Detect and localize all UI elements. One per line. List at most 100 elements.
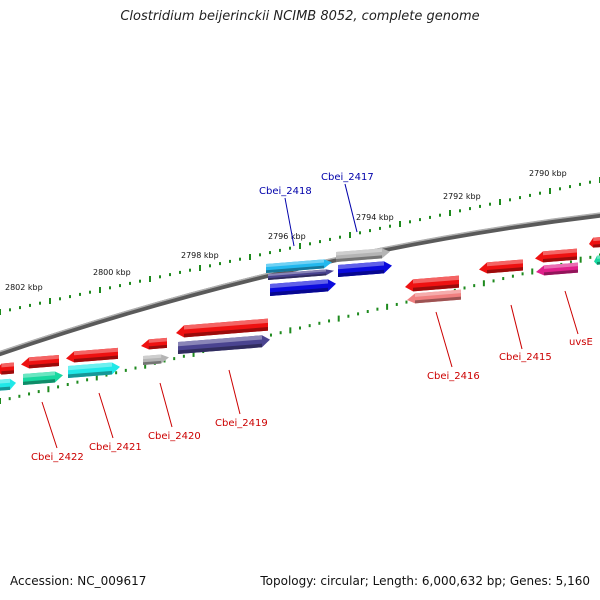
inner-tick — [511, 274, 514, 278]
inner-tick — [269, 333, 272, 337]
inner-tick — [473, 284, 476, 288]
inner-tick — [76, 380, 79, 384]
outer-tick — [339, 235, 341, 239]
outer-tick — [159, 275, 161, 279]
outer-tick — [99, 287, 101, 293]
outer-tick — [349, 232, 351, 238]
outer-tick — [219, 262, 221, 266]
gene-edge-teal — [594, 255, 600, 265]
inner-tick — [521, 272, 524, 276]
leader-line — [564, 290, 579, 335]
outer-tick — [149, 276, 151, 282]
inner-tick — [95, 374, 98, 381]
ruler-label: 2800 kbp — [93, 268, 131, 277]
leader-line — [284, 197, 295, 247]
outer-tick — [319, 240, 321, 244]
inner-tick — [502, 277, 505, 281]
gene-edge-left-red — [0, 362, 15, 375]
outer-tick — [109, 286, 111, 290]
map-title: Clostridium beijerinckii NCIMB 8052, com… — [120, 9, 480, 24]
inner-tick — [105, 373, 108, 377]
gene-cbei-2422-cds — [23, 371, 63, 385]
inner-tick — [18, 394, 21, 398]
inner-tick — [328, 319, 331, 323]
label-texts: Cbei_2418 Cbei_2417 Cbei_2416 Cbei_2415 uvsE… — [31, 172, 593, 463]
inner-tick — [289, 327, 292, 334]
leader-line — [159, 382, 173, 428]
inner-tick — [337, 315, 340, 322]
gene-cbei-2418 — [266, 259, 332, 273]
gene-label: Cbei_2421 — [89, 442, 142, 453]
outer-tick — [309, 242, 311, 246]
inner-tick — [173, 357, 176, 361]
leader-line — [98, 392, 114, 439]
outer-tick — [69, 295, 71, 299]
inner-tick — [8, 397, 11, 401]
leader-line — [344, 183, 358, 233]
inner-tick — [386, 303, 389, 310]
outer-tick — [89, 290, 91, 294]
gene-label: uvsE — [569, 337, 593, 348]
gene-uvse-cds — [536, 262, 578, 276]
outer-tick — [499, 199, 501, 205]
inner-tick — [144, 362, 147, 369]
inner-tick — [192, 350, 195, 357]
outer-tick — [459, 209, 461, 213]
inner-tick — [57, 385, 60, 389]
outer-tick — [519, 196, 521, 200]
gene-cbei-2418-cds — [268, 269, 334, 280]
inner-tick — [115, 371, 118, 375]
outer-tick — [299, 243, 301, 249]
inner-tick — [405, 300, 408, 304]
gene-cbei-2421 — [66, 347, 118, 363]
gene-cbei-2422 — [21, 354, 59, 369]
outer-tick — [239, 257, 241, 261]
outer-tick — [199, 265, 201, 271]
inner-tick — [347, 314, 350, 318]
ruler-label: 2798 kbp — [181, 251, 219, 260]
outer-tick — [289, 246, 291, 250]
inner-tick — [531, 268, 534, 275]
inner-tick — [308, 324, 311, 328]
gene-label: Cbei_2416 — [427, 371, 480, 382]
gene-label: Cbei_2415 — [499, 352, 552, 363]
inner-tick — [134, 366, 137, 370]
outer-tick — [329, 237, 331, 241]
outer-tick — [39, 301, 41, 305]
outer-tick — [359, 231, 361, 235]
ruler-label: 2792 kbp — [443, 192, 481, 201]
inner-tick — [279, 331, 282, 335]
outer-tick — [229, 259, 231, 263]
outer-tick — [279, 248, 281, 252]
ruler-label: 2802 kbp — [5, 283, 43, 292]
leader-line — [510, 304, 523, 350]
outer-tick — [119, 284, 121, 288]
gene-label: Cbei_2420 — [148, 431, 201, 442]
gene-uvse — [535, 248, 577, 263]
outer-tick — [479, 204, 481, 208]
ruler-ticks: 2790 kbp 2792 kbp 2794 kbp 2796 kbp 2798 kbp… — [0, 169, 600, 404]
gene-label: Cbei_2419 — [215, 418, 268, 429]
gene-label: Cbei_2422 — [31, 452, 84, 463]
inner-tick — [357, 312, 360, 316]
gene-blue-1 — [270, 279, 336, 296]
gene-cbei-2419 — [176, 318, 268, 338]
outer-tick — [9, 308, 11, 312]
gene-label: Cbei_2418 — [259, 186, 312, 197]
inner-tick — [163, 359, 166, 363]
gene-cbei-2415 — [479, 259, 523, 274]
inner-tick — [463, 286, 466, 290]
outer-tick — [489, 202, 491, 206]
outer-tick — [449, 210, 451, 216]
inner-tick — [569, 260, 572, 264]
outer-tick — [559, 187, 561, 191]
leader-line — [41, 401, 58, 449]
outer-tick — [259, 253, 261, 257]
outer-tick — [389, 224, 391, 228]
inner-tick — [318, 321, 321, 325]
outer-tick — [439, 213, 441, 217]
outer-tick — [59, 297, 61, 301]
outer-tick — [139, 279, 141, 283]
outer-tick — [79, 292, 81, 296]
gene-cbei-2420 — [141, 337, 167, 350]
